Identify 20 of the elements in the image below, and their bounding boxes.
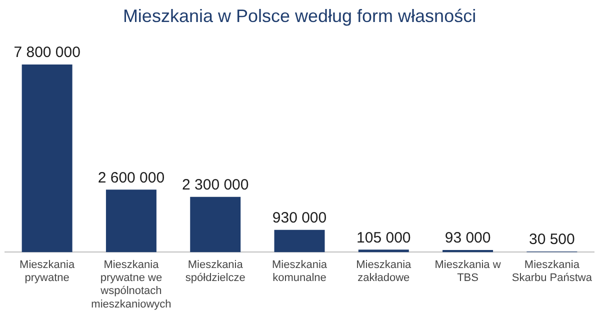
x-tick-label: Mieszkania komunalne [272,258,328,284]
bar [274,230,325,252]
x-tick-label: Mieszkania Skarbu Państwa [512,258,593,284]
x-tick-label: Mieszkania zakładowe [356,258,412,284]
chart-title: Mieszkania w Polsce według form własności [122,6,476,26]
bar [358,250,409,252]
data-label: 7 800 000 [14,44,80,62]
data-label: 2 300 000 [182,176,249,194]
x-tick-label: Mieszkania prywatne we wspólnotach mieszkaniowych [91,258,172,310]
data-label: 93 000 [444,230,491,247]
bar [190,196,241,252]
x-tick-label: Mieszkania prywatne [20,258,76,284]
data-label: 105 000 [356,229,411,246]
data-label: 930 000 [272,209,327,226]
bar [106,190,156,252]
bar [22,64,72,252]
data-label: 30 500 [528,231,575,248]
x-tick-label: Mieszkania spółdzielcze [185,258,246,284]
data-label: 2 600 000 [98,169,165,186]
x-tick-label: Mieszkania w TBS [434,258,501,284]
